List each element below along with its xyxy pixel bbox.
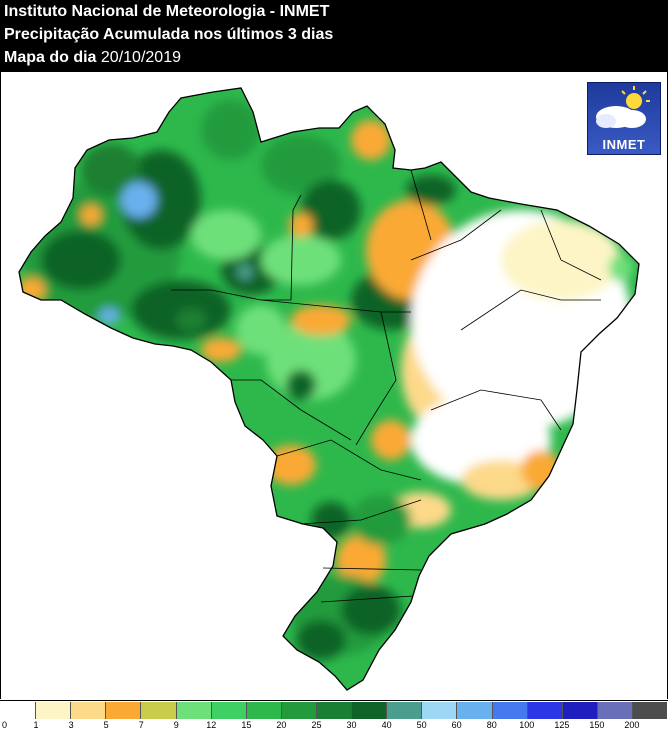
map-subtitle: Precipitação Acumulada nos últimos 3 dia…	[4, 26, 334, 43]
legend-swatch	[106, 702, 142, 719]
legend-tick-label: 60	[451, 720, 462, 730]
legend-ticks: 0 1 3 5 7 9 12 15 20 25 30 40 50 60 80 100 125 150 200	[1, 720, 667, 732]
map-date-line: Mapa do dia 20/10/2019	[4, 48, 181, 68]
map-date-label: Mapa do dia	[4, 49, 97, 66]
legend-swatch	[281, 702, 317, 719]
legend-tick-label: 7	[138, 720, 144, 730]
legend-swatch	[632, 702, 668, 719]
legend-swatch	[457, 702, 493, 719]
legend-tick-label: 5	[103, 720, 109, 730]
legend-swatch	[71, 702, 107, 719]
legend-tick-label: 125	[554, 720, 570, 730]
map-header: Instituto Nacional de Meteorologia - INM…	[0, 0, 668, 72]
legend-swatches	[1, 702, 668, 719]
legend-swatch	[246, 702, 282, 719]
legend-swatch	[562, 702, 598, 719]
legend-tick-label: 80	[486, 720, 497, 730]
institute-title: Instituto Nacional de Meteorologia - INM…	[4, 3, 330, 20]
legend-tick-label: 200	[624, 720, 640, 730]
legend-tick-label: 0	[2, 720, 8, 730]
legend-swatch	[352, 702, 388, 719]
legend-tick-label: 30	[346, 720, 357, 730]
legend-tick-label: 12	[206, 720, 217, 730]
precipitation-fields	[19, 88, 639, 690]
state-borders	[171, 169, 602, 603]
legend-tick-label: 1	[33, 720, 39, 730]
legend-tick-label: 100	[519, 720, 535, 730]
legend-tick-label: 20	[276, 720, 287, 730]
legend-swatch	[387, 702, 423, 719]
legend-swatch	[211, 702, 247, 719]
legend-swatch	[141, 702, 177, 719]
legend-tick-label: 15	[241, 720, 252, 730]
map-date-value: 20/10/2019	[100, 49, 181, 66]
legend-tick-label: 40	[381, 720, 392, 730]
legend-swatch	[1, 702, 37, 719]
color-legend: 0 1 3 5 7 9 12 15 20 25 30 40 50 60 80 100 125 150 200	[0, 700, 668, 732]
legend-swatch	[176, 702, 212, 719]
brazil-map-svg	[18, 87, 640, 691]
legend-swatch	[527, 702, 563, 719]
legend-tick-label: 25	[311, 720, 322, 730]
sun-cloud-icon	[596, 86, 650, 128]
logo-text: INMET	[602, 137, 646, 152]
legend-tick-label: 50	[416, 720, 427, 730]
legend-swatch	[422, 702, 458, 719]
legend-swatch	[597, 702, 633, 719]
legend-swatch	[316, 702, 353, 719]
legend-tick-label: 3	[68, 720, 74, 730]
precipitation-map	[0, 72, 668, 699]
inmet-logo: INMET	[587, 82, 661, 155]
legend-swatch	[36, 702, 72, 719]
legend-tick-label: 150	[589, 720, 605, 730]
legend-tick-label: 9	[173, 720, 179, 730]
legend-swatch	[492, 702, 528, 719]
